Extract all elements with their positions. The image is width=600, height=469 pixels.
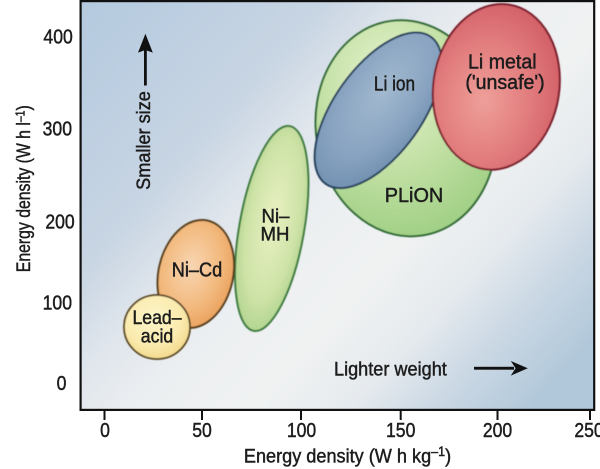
svg-text:acid: acid (141, 325, 173, 347)
svg-text:0: 0 (100, 419, 110, 441)
svg-text:400: 400 (43, 25, 72, 47)
svg-text:200: 200 (45, 211, 74, 233)
svg-text:MH: MH (261, 223, 290, 244)
svg-text:Ni–Cd: Ni–Cd (172, 260, 223, 282)
svg-text:100: 100 (43, 291, 72, 313)
svg-text:Lead–: Lead– (132, 307, 182, 329)
svg-text:200: 200 (483, 419, 512, 441)
svg-text:150: 150 (386, 419, 415, 441)
svg-text:PLiON: PLiON (385, 185, 444, 207)
svg-text:50: 50 (192, 419, 212, 441)
svg-text:100: 100 (287, 419, 316, 441)
svg-text:Energy density (W h l–1): Energy density (W h l–1) (12, 105, 34, 272)
svg-text:250: 250 (574, 419, 600, 441)
svg-text:0: 0 (57, 372, 67, 394)
svg-text:Energy density (W h kg–1): Energy density (W h kg–1) (244, 444, 451, 467)
svg-text:300: 300 (43, 117, 72, 139)
svg-text:Ni–: Ni– (262, 205, 290, 226)
svg-text:Smaller size: Smaller size (132, 91, 154, 190)
svg-text:Lighter weight: Lighter weight (334, 358, 448, 380)
svg-text:Li metal: Li metal (468, 51, 537, 73)
svg-text:('unsafe'): ('unsafe') (465, 72, 544, 94)
svg-text:Li ion: Li ion (374, 73, 415, 96)
